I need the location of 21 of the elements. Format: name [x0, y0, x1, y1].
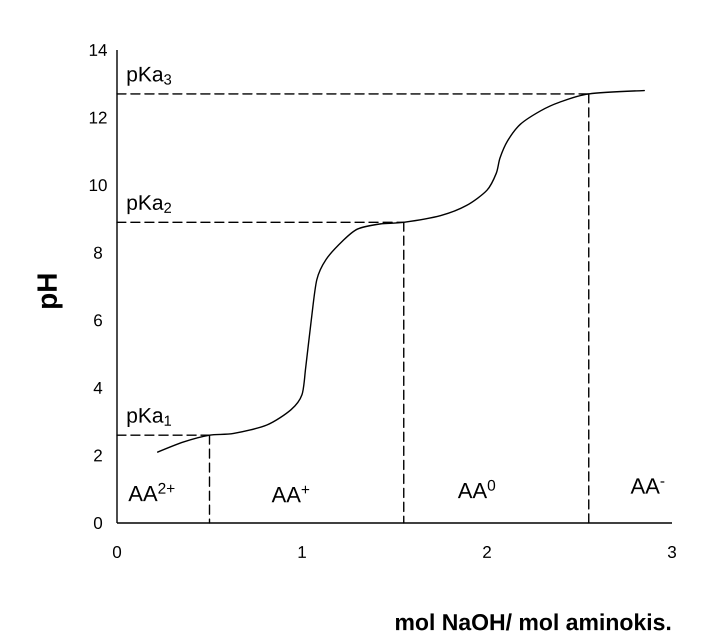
y-tick-label: 14 — [90, 44, 107, 56]
x-axis-title: mol NaOH/ mol aminokis. — [396, 613, 670, 631]
x-tick-label: 1 — [298, 546, 306, 558]
x-tick-label: 0 — [112, 546, 122, 558]
annotation: AA$^{2+}$ — [128, 482, 174, 502]
y-tick-label: 4 — [94, 382, 102, 394]
x-tick-label: 2 — [483, 546, 491, 558]
y-axis-title: pH — [37, 274, 63, 308]
annotation: AA$^{+}$ — [272, 486, 310, 502]
x-tick-label: 3 — [668, 546, 676, 558]
y-tick-label: 6 — [94, 314, 102, 326]
y-tick-label: 12 — [90, 112, 107, 124]
series-label: pKa$_{2}$ — [128, 195, 171, 214]
series-label: pKa$_{1}$ — [128, 408, 172, 427]
y-tick-label: 2 — [94, 449, 102, 462]
annotation: AA$^{-}$ — [630, 478, 664, 494]
annotation: AA$^{0}$ — [458, 480, 496, 498]
y-tick-label: 10 — [90, 179, 107, 192]
y-tick-label: 8 — [94, 246, 102, 259]
series-label: pKa$_{3}$ — [128, 66, 172, 86]
y-tick-label: 0 — [94, 516, 102, 530]
